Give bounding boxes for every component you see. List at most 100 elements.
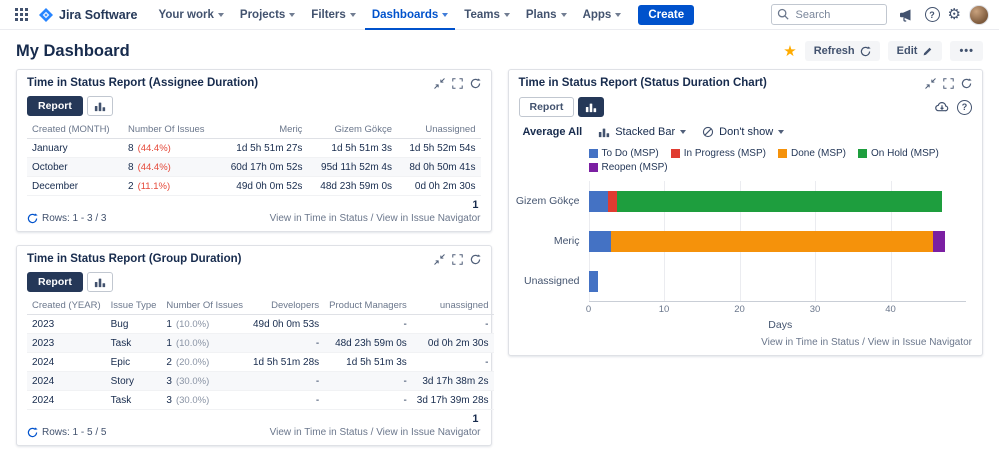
table-cell: 1d 5h 51m 3s xyxy=(324,352,412,372)
bar-segment[interactable] xyxy=(617,190,942,212)
user-avatar[interactable] xyxy=(969,4,989,25)
app-name: Jira Software xyxy=(59,7,138,22)
chart-view-button[interactable] xyxy=(578,97,605,117)
bar-segment[interactable] xyxy=(608,190,618,212)
favorite-star-icon[interactable]: ★ xyxy=(783,42,797,60)
nav-item-plans[interactable]: Plans xyxy=(519,0,574,30)
table-cell: 3 (30.0%) xyxy=(161,371,248,391)
gadget-help-icon[interactable]: ? xyxy=(957,99,972,115)
announcements-icon[interactable] xyxy=(895,4,917,26)
bar-row xyxy=(588,221,967,261)
table-cell: 3d 17h 38m 2s xyxy=(411,371,494,391)
legend-label: In Progress (MSP) xyxy=(683,148,766,159)
sync-icon[interactable] xyxy=(27,213,38,224)
view-link[interactable]: View in Time in Status xyxy=(761,337,860,348)
axis-tick-label: 30 xyxy=(809,304,821,315)
jira-brand[interactable]: Jira Software xyxy=(38,7,138,23)
current-page[interactable]: 1 xyxy=(472,413,479,425)
table-cell: December xyxy=(27,176,123,196)
nav-item-filters[interactable]: Filters xyxy=(304,0,363,30)
settings-gear-icon[interactable]: ⚙ xyxy=(947,6,961,23)
chart-view-button[interactable] xyxy=(86,272,113,292)
bar-chart-icon xyxy=(94,100,106,112)
nav-item-apps[interactable]: Apps xyxy=(576,0,629,30)
stacked-bar[interactable] xyxy=(588,230,967,252)
footer-links: View in Time in Status / View in Issue N… xyxy=(761,337,972,348)
current-page[interactable]: 1 xyxy=(472,199,479,211)
view-link[interactable]: View in Issue Navigator xyxy=(376,427,481,438)
bar-chart-icon xyxy=(585,101,597,113)
edit-button[interactable]: Edit xyxy=(887,41,943,61)
legend-item[interactable]: In Progress (MSP) xyxy=(670,148,766,159)
sync-icon[interactable] xyxy=(27,427,38,438)
maximize-icon[interactable] xyxy=(943,78,954,89)
table-cell: Bug xyxy=(105,314,162,334)
table-cell: 3d 17h 39m 28s xyxy=(411,390,494,410)
report-view-button[interactable]: Report xyxy=(518,97,575,117)
table-cell: 48d 23h 59m 0s xyxy=(324,333,412,353)
chart-type-select[interactable]: Stacked Bar xyxy=(598,126,687,138)
minimize-icon[interactable] xyxy=(925,78,936,89)
axis-tick-label: 20 xyxy=(734,304,745,315)
bar-segment[interactable] xyxy=(611,230,933,252)
legend-item[interactable]: Reopen (MSP) xyxy=(588,162,668,173)
chevron-down-icon xyxy=(349,12,356,17)
table-cell: 8d 0h 50m 41s xyxy=(397,157,481,177)
axis-tick-label: 10 xyxy=(658,304,670,315)
legend-label: Reopen (MSP) xyxy=(601,162,668,173)
percentage-badge: (44.4%) xyxy=(137,142,171,154)
nav-item-teams[interactable]: Teams xyxy=(457,0,517,30)
app-switcher-icon[interactable] xyxy=(10,4,32,26)
minimize-icon[interactable] xyxy=(434,254,445,265)
help-icon[interactable]: ? xyxy=(924,7,940,22)
chevron-down-icon xyxy=(560,12,567,17)
report-view-button[interactable]: Report xyxy=(27,96,83,116)
dont-show-select[interactable]: Don't show xyxy=(702,126,785,138)
download-cloud-icon[interactable] xyxy=(931,96,953,118)
table-row: 2024 Task 3 (30.0%) - -3d 17h 39m 28s xyxy=(27,390,494,410)
legend-swatch xyxy=(777,149,787,158)
view-link[interactable]: View in Time in Status xyxy=(269,213,368,224)
view-link[interactable]: View in Issue Navigator xyxy=(867,337,972,348)
nav-item-your-work[interactable]: Your work xyxy=(152,0,231,30)
stacked-bar[interactable] xyxy=(588,270,967,292)
bar-segment[interactable] xyxy=(588,270,599,292)
footer-links: View in Time in Status / View in Issue N… xyxy=(269,213,481,224)
table-cell: Epic xyxy=(105,352,162,372)
refresh-gadget-icon[interactable] xyxy=(470,254,481,265)
nav-item-dashboards[interactable]: Dashboards xyxy=(364,0,456,30)
nav-item-projects[interactable]: Projects xyxy=(233,0,302,30)
maximize-icon[interactable] xyxy=(452,254,463,265)
table-cell: - xyxy=(247,390,325,410)
stacked-bar-chart: Gizem Gökçe Meriç Unassigned xyxy=(509,177,983,302)
bar-segment[interactable] xyxy=(932,230,945,252)
legend-item[interactable]: Done (MSP) xyxy=(777,148,846,159)
create-button[interactable]: Create xyxy=(638,4,695,25)
view-link[interactable]: View in Time in Status xyxy=(269,427,368,438)
gadget-assignee-duration: Time in Status Report (Assignee Duration… xyxy=(16,69,492,232)
column-header: Unassigned xyxy=(397,121,481,139)
stacked-bar[interactable] xyxy=(588,190,967,212)
minimize-icon[interactable] xyxy=(434,78,445,89)
percentage-badge: (10.0%) xyxy=(175,337,210,349)
legend-item[interactable]: On Hold (MSP) xyxy=(858,148,939,159)
bar-chart-icon xyxy=(94,276,106,288)
percentage-badge: (20.0%) xyxy=(175,356,210,368)
refresh-gadget-icon[interactable] xyxy=(470,78,481,89)
refresh-button[interactable]: Refresh xyxy=(804,41,880,61)
bar-segment[interactable] xyxy=(588,230,612,252)
view-link[interactable]: View in Issue Navigator xyxy=(376,213,481,224)
legend-item[interactable]: To Do (MSP) xyxy=(588,148,659,159)
bar-row xyxy=(588,261,967,301)
refresh-gadget-icon[interactable] xyxy=(961,78,972,89)
legend-swatch xyxy=(588,163,598,172)
bar-segment[interactable] xyxy=(588,190,609,212)
chart-view-button[interactable] xyxy=(86,96,113,116)
search-input[interactable] xyxy=(770,4,887,25)
chart-x-axis-label: Days xyxy=(768,319,793,331)
report-view-button[interactable]: Report xyxy=(27,272,83,292)
more-options-button[interactable]: ••• xyxy=(950,41,983,61)
maximize-icon[interactable] xyxy=(452,78,463,89)
table-cell: 48d 23h 59m 0s xyxy=(307,176,397,196)
table-row: 2023 Bug 1 (10.0%) 49d 0h 0m 53s - - xyxy=(27,314,494,334)
